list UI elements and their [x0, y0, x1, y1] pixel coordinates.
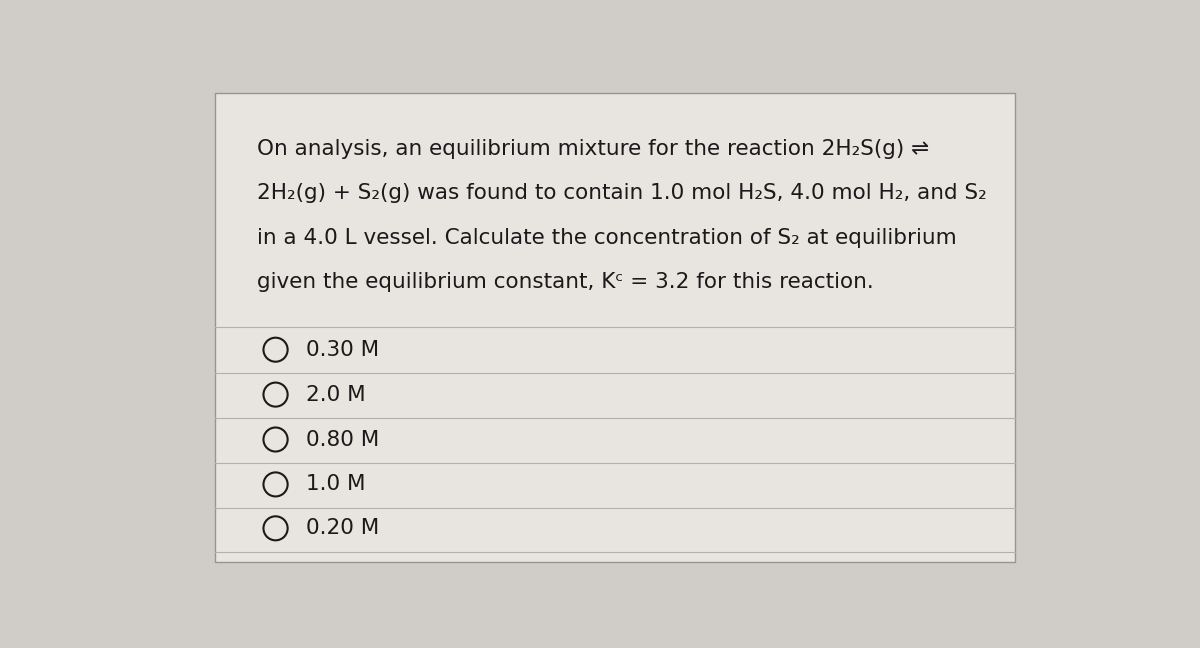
Text: 0.20 M: 0.20 M: [306, 518, 379, 538]
Text: 0.30 M: 0.30 M: [306, 340, 379, 360]
Text: in a 4.0 L vessel. Calculate the concentration of S₂ at equilibrium: in a 4.0 L vessel. Calculate the concent…: [257, 228, 956, 248]
Text: 2H₂(g) + S₂(g) was found to contain 1.0 mol H₂S, 4.0 mol H₂, and S₂: 2H₂(g) + S₂(g) was found to contain 1.0 …: [257, 183, 986, 203]
Text: 2.0 M: 2.0 M: [306, 385, 366, 404]
Text: 0.80 M: 0.80 M: [306, 430, 379, 450]
Text: 1.0 M: 1.0 M: [306, 474, 366, 494]
Text: given the equilibrium constant, Kᶜ = 3.2 for this reaction.: given the equilibrium constant, Kᶜ = 3.2…: [257, 272, 874, 292]
FancyBboxPatch shape: [215, 93, 1015, 562]
Text: On analysis, an equilibrium mixture for the reaction 2H₂S(g) ⇌: On analysis, an equilibrium mixture for …: [257, 139, 929, 159]
